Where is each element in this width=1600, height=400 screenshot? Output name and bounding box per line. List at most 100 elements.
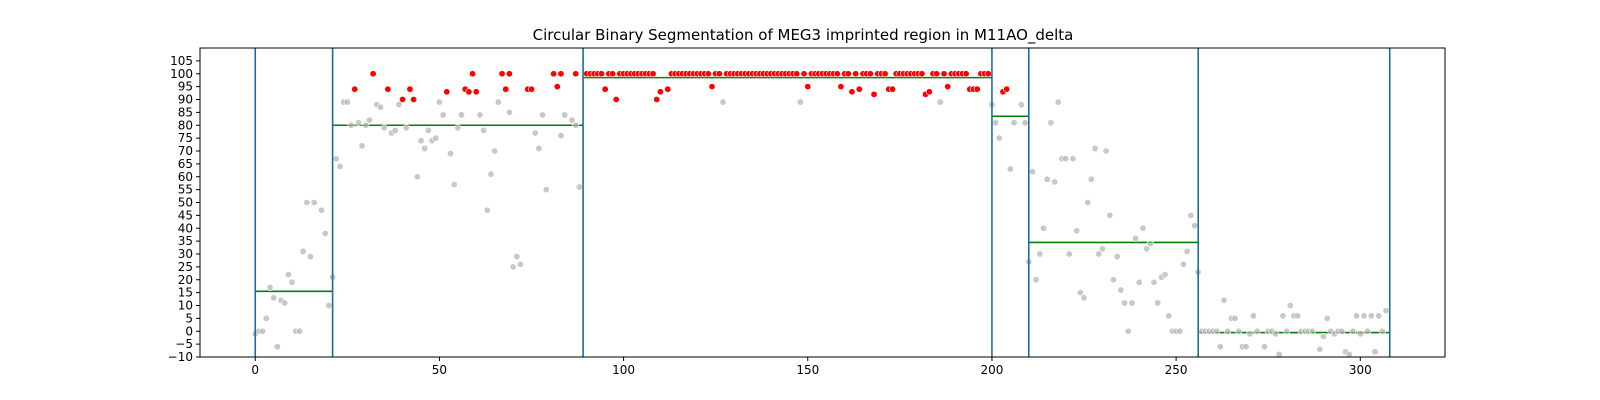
data-point-red bbox=[597, 70, 605, 78]
data-point-red bbox=[557, 70, 565, 78]
y-tick-label: 100 bbox=[170, 67, 193, 81]
data-point-gray bbox=[491, 147, 499, 155]
data-point-gray bbox=[1069, 155, 1077, 163]
data-point-red bbox=[528, 85, 536, 93]
data-point-gray bbox=[1378, 327, 1386, 335]
data-point-gray bbox=[450, 180, 458, 188]
data-point-gray bbox=[458, 111, 466, 119]
x-tick-label: 200 bbox=[980, 363, 1003, 377]
data-point-gray bbox=[1102, 147, 1110, 155]
data-point-gray bbox=[259, 327, 267, 335]
data-point-gray bbox=[1051, 178, 1059, 186]
data-point-gray bbox=[513, 253, 521, 261]
data-point-red bbox=[443, 88, 451, 96]
data-point-red bbox=[384, 85, 392, 93]
data-point-gray bbox=[494, 98, 502, 106]
data-point-red bbox=[866, 70, 874, 78]
data-point-gray bbox=[1062, 155, 1070, 163]
y-tick-label: 30 bbox=[178, 247, 193, 261]
data-point-gray bbox=[483, 206, 491, 214]
data-point-gray bbox=[1235, 327, 1243, 335]
data-point-red bbox=[715, 70, 723, 78]
data-point-gray bbox=[1249, 312, 1257, 320]
y-tick-label: 60 bbox=[178, 170, 193, 184]
data-point-gray bbox=[992, 119, 1000, 127]
data-point-gray bbox=[1117, 286, 1125, 294]
y-tick-label: 105 bbox=[170, 54, 193, 68]
data-point-gray bbox=[1084, 199, 1092, 207]
data-point-red bbox=[925, 88, 933, 96]
data-point-red bbox=[399, 96, 407, 104]
data-point-gray bbox=[1006, 165, 1014, 173]
data-point-gray bbox=[446, 150, 454, 158]
data-point-gray bbox=[1128, 299, 1136, 307]
data-point-gray bbox=[1165, 312, 1173, 320]
data-point-gray bbox=[1109, 276, 1117, 284]
data-point-gray bbox=[1080, 294, 1088, 302]
data-point-gray bbox=[299, 247, 307, 255]
data-point-gray bbox=[1106, 211, 1114, 219]
data-point-gray bbox=[535, 144, 543, 152]
data-point-gray bbox=[1213, 327, 1221, 335]
data-point-gray bbox=[391, 126, 399, 134]
data-point-gray bbox=[303, 199, 311, 207]
data-point-gray bbox=[325, 301, 333, 309]
data-point-red bbox=[656, 88, 664, 96]
data-point-gray bbox=[307, 253, 315, 261]
x-tick-label: 0 bbox=[251, 363, 259, 377]
data-point-red bbox=[800, 70, 808, 78]
data-point-red bbox=[472, 88, 480, 96]
data-point-red bbox=[502, 85, 510, 93]
data-point-gray bbox=[1098, 245, 1106, 253]
data-point-gray bbox=[281, 299, 289, 307]
data-point-gray bbox=[358, 142, 366, 150]
data-point-red bbox=[855, 85, 863, 93]
data-point-gray bbox=[1017, 101, 1025, 109]
data-point-gray bbox=[1371, 348, 1379, 356]
data-point-gray bbox=[1216, 343, 1224, 351]
data-point-gray bbox=[365, 116, 373, 124]
data-point-gray bbox=[509, 263, 517, 271]
data-point-gray bbox=[332, 155, 340, 163]
data-point-gray bbox=[318, 206, 326, 214]
data-point-red bbox=[410, 96, 418, 104]
data-point-red bbox=[572, 70, 580, 78]
data-point-gray bbox=[1382, 307, 1390, 315]
data-point-gray bbox=[561, 111, 569, 119]
y-tick-label: 85 bbox=[178, 105, 193, 119]
x-tick-label: 150 bbox=[796, 363, 819, 377]
data-point-gray bbox=[557, 132, 565, 140]
y-tick-label: 50 bbox=[178, 196, 193, 210]
data-point-gray bbox=[575, 183, 583, 191]
data-point-gray bbox=[1316, 345, 1324, 353]
x-tick-label: 300 bbox=[1349, 363, 1372, 377]
data-point-gray bbox=[1253, 327, 1261, 335]
data-point-gray bbox=[1032, 276, 1040, 284]
data-point-gray bbox=[413, 173, 421, 181]
y-tick-label: 80 bbox=[178, 118, 193, 132]
data-point-gray bbox=[1308, 327, 1316, 335]
data-point-gray bbox=[1010, 119, 1018, 127]
data-point-gray bbox=[424, 126, 432, 134]
y-tick-label: 15 bbox=[178, 286, 193, 300]
data-point-gray bbox=[1139, 224, 1147, 232]
data-point-gray bbox=[343, 98, 351, 106]
data-point-red bbox=[852, 70, 860, 78]
breakpoint-lines bbox=[254, 48, 1391, 357]
data-point-red bbox=[708, 83, 716, 91]
data-point-red bbox=[844, 70, 852, 78]
data-point-gray bbox=[1275, 350, 1283, 357]
data-point-gray bbox=[262, 314, 270, 322]
data-point-gray bbox=[362, 121, 370, 129]
data-point-red bbox=[804, 83, 812, 91]
data-point-gray bbox=[516, 260, 524, 268]
data-point-gray bbox=[1150, 278, 1158, 286]
data-point-gray bbox=[542, 186, 550, 194]
data-point-gray bbox=[796, 98, 804, 106]
data-point-gray bbox=[1375, 312, 1383, 320]
data-point-gray bbox=[1294, 312, 1302, 320]
data-point-gray bbox=[1176, 327, 1184, 335]
data-point-gray bbox=[1349, 327, 1357, 335]
data-point-gray bbox=[1143, 245, 1151, 253]
y-tick-label: 75 bbox=[178, 131, 193, 145]
